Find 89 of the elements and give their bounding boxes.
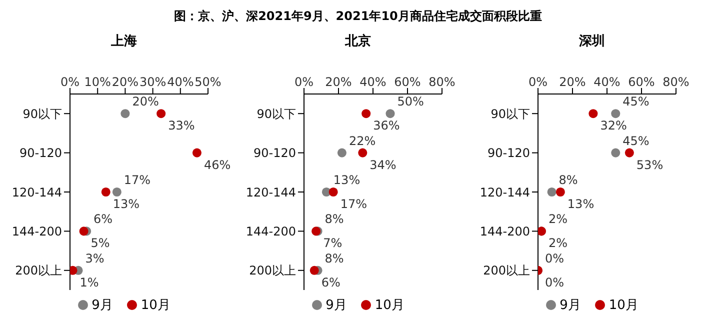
data-label: 2%	[548, 236, 568, 250]
point	[547, 187, 556, 197]
data-label: 45%	[622, 94, 650, 109]
y-tick-label: 144-200	[12, 224, 62, 238]
point	[337, 148, 346, 158]
y-tick-label: 90以下	[22, 106, 62, 121]
data-label: 33%	[168, 118, 195, 133]
x-tick-label: 80%	[428, 75, 456, 89]
data-label: 6%	[94, 212, 113, 226]
x-tick-label: 30%	[139, 75, 166, 89]
text: 图：京、沪、深2021年9月、2021年10月商品住宅成交面积段比重	[173, 8, 543, 24]
point	[79, 226, 88, 236]
data-label: 5%	[90, 236, 110, 250]
data-label: 7%	[323, 236, 342, 250]
x-tick-label: 60%	[628, 75, 655, 89]
point	[70, 266, 78, 275]
y-tick-label: 120-144	[12, 185, 62, 200]
x-tick-label: 0%	[294, 75, 314, 89]
point	[588, 109, 598, 118]
data-label: 46%	[204, 158, 231, 172]
y-tick-label: 90-120	[253, 146, 296, 160]
y-tick-label: 90以下	[490, 106, 530, 121]
point	[611, 109, 620, 118]
point	[310, 266, 319, 275]
data-label: 6%	[321, 275, 340, 290]
legend-label: 10月	[140, 297, 170, 314]
point	[611, 148, 620, 158]
x-tick-label: 40%	[167, 75, 194, 89]
data-label: 32%	[600, 118, 627, 133]
chart-title: 深圳	[578, 33, 606, 51]
data-label: 8%	[558, 173, 578, 187]
x-tick-label: 40%	[594, 75, 620, 89]
legend-label: 9月	[324, 297, 347, 314]
point	[101, 187, 110, 197]
data-label: 13%	[333, 173, 360, 187]
data-label: 34%	[370, 158, 396, 172]
y-tick-label: 144-200	[246, 224, 296, 238]
x-tick-label: 40%	[360, 75, 386, 89]
data-label: 3%	[85, 251, 104, 266]
point	[624, 148, 634, 158]
data-label: 8%	[324, 212, 344, 226]
y-tick-label: 120-144	[246, 185, 296, 200]
point	[556, 187, 565, 197]
chart-title: 上海	[110, 33, 138, 51]
data-label: 2%	[548, 212, 568, 226]
x-tick-label: 20%	[559, 75, 586, 89]
x-tick-label: 0%	[528, 75, 548, 89]
y-tick-label: 200以上	[483, 264, 530, 278]
y-tick-label: 200以上	[15, 264, 62, 278]
x-tick-label: 60%	[394, 75, 421, 89]
data-label: 13%	[112, 197, 140, 211]
data-label: 50%	[397, 94, 424, 109]
point	[112, 187, 122, 197]
point	[328, 187, 338, 197]
y-tick-label: 120-144	[480, 185, 530, 200]
point	[120, 109, 130, 118]
chart-title: 北京	[344, 32, 372, 51]
x-tick-label: 50%	[194, 75, 222, 89]
x-tick-label: 0%	[60, 75, 80, 89]
data-label: 13%	[567, 197, 594, 211]
data-label: 0%	[545, 275, 564, 290]
y-tick-label: 90-120	[19, 146, 62, 160]
point	[192, 148, 202, 158]
data-label: 53%	[636, 158, 664, 172]
x-tick-label: 80%	[662, 75, 690, 89]
data-label: 17%	[340, 197, 367, 211]
point	[386, 109, 395, 118]
point	[156, 109, 166, 118]
legend-label: 9月	[90, 297, 113, 314]
y-tick-label: 200以上	[249, 264, 296, 278]
data-label: 22%	[348, 134, 376, 148]
data-label: 0%	[545, 251, 564, 266]
y-tick-label: 90以下	[256, 106, 296, 121]
point	[358, 148, 368, 158]
data-label: 36%	[373, 118, 400, 133]
x-tick-label: 10%	[84, 75, 111, 89]
data-label: 20%	[132, 94, 159, 109]
point	[362, 109, 371, 118]
x-tick-label: 20%	[112, 75, 139, 89]
legend-label: 9月	[558, 297, 581, 314]
y-tick-label: 90-120	[487, 146, 530, 160]
data-label: 45%	[622, 134, 650, 148]
x-tick-label: 20%	[325, 75, 352, 89]
legend-label: 10月	[374, 297, 404, 314]
legend-label: 10月	[608, 297, 638, 314]
data-label: 17%	[124, 173, 151, 187]
data-label: 1%	[80, 275, 99, 290]
y-tick-label: 144-200	[480, 224, 530, 238]
data-label: 8%	[324, 251, 344, 266]
